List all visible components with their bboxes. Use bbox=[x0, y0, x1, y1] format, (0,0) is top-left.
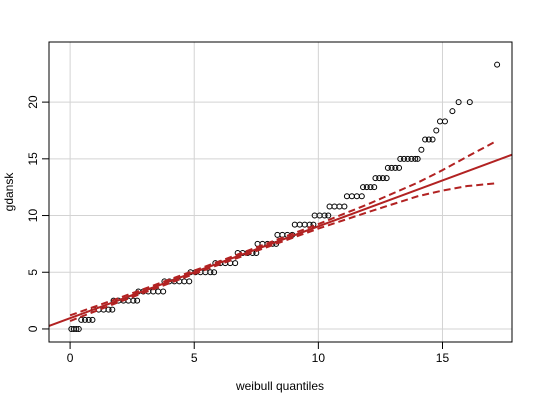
point bbox=[105, 306, 112, 313]
point bbox=[449, 108, 456, 115]
point bbox=[348, 193, 355, 200]
point bbox=[418, 146, 425, 153]
point bbox=[383, 175, 390, 182]
point bbox=[429, 136, 436, 143]
x-tick-label: 10 bbox=[312, 351, 326, 365]
point bbox=[437, 118, 444, 125]
point bbox=[186, 278, 193, 285]
point bbox=[441, 118, 448, 125]
x-tick-label: 0 bbox=[67, 351, 74, 365]
point bbox=[494, 61, 501, 68]
point bbox=[397, 155, 404, 162]
point bbox=[408, 155, 415, 162]
point bbox=[81, 316, 88, 323]
point bbox=[392, 164, 399, 171]
point bbox=[325, 212, 332, 219]
point bbox=[321, 212, 328, 219]
point bbox=[376, 175, 383, 182]
point bbox=[89, 316, 96, 323]
point bbox=[336, 203, 343, 210]
point bbox=[207, 269, 214, 276]
y-tick-label: 15 bbox=[26, 152, 40, 166]
point bbox=[455, 99, 462, 106]
point bbox=[412, 155, 419, 162]
x-axis-label: weibull quantiles bbox=[235, 379, 324, 393]
point bbox=[211, 269, 218, 276]
point bbox=[109, 306, 116, 313]
point bbox=[353, 193, 360, 200]
point bbox=[379, 175, 386, 182]
point bbox=[155, 288, 162, 295]
point bbox=[326, 203, 333, 210]
point bbox=[372, 175, 379, 182]
y-tick-label: 10 bbox=[26, 209, 40, 223]
y-axis-label: gdansk bbox=[2, 172, 16, 212]
point bbox=[291, 221, 298, 228]
x-tick-label: 5 bbox=[191, 351, 198, 365]
point bbox=[396, 164, 403, 171]
y-tick-label: 20 bbox=[26, 95, 40, 109]
y-tick-label: 5 bbox=[26, 269, 40, 276]
point bbox=[130, 297, 137, 304]
x-tick-label: 15 bbox=[436, 351, 450, 365]
point bbox=[360, 184, 367, 191]
point bbox=[466, 99, 473, 106]
point bbox=[367, 184, 374, 191]
point bbox=[274, 231, 281, 238]
point bbox=[232, 260, 239, 267]
plot-frame bbox=[48, 41, 513, 343]
point bbox=[134, 297, 141, 304]
point bbox=[363, 184, 370, 191]
confidence-band bbox=[69, 182, 498, 322]
point bbox=[73, 325, 80, 332]
point bbox=[425, 136, 432, 143]
reference-line bbox=[49, 153, 512, 327]
point bbox=[301, 221, 308, 228]
point bbox=[343, 193, 350, 200]
point bbox=[371, 184, 378, 191]
point bbox=[388, 164, 395, 171]
y-tick-label: 0 bbox=[26, 325, 40, 332]
point bbox=[414, 155, 421, 162]
point bbox=[296, 221, 303, 228]
confidence-band bbox=[69, 139, 498, 317]
point bbox=[404, 155, 411, 162]
point bbox=[422, 136, 429, 143]
point bbox=[401, 155, 408, 162]
point bbox=[181, 278, 188, 285]
point bbox=[358, 193, 365, 200]
point bbox=[341, 203, 348, 210]
point bbox=[433, 127, 440, 134]
point bbox=[384, 164, 391, 171]
point bbox=[160, 288, 167, 295]
point bbox=[85, 316, 92, 323]
point bbox=[331, 203, 338, 210]
point bbox=[75, 325, 82, 332]
